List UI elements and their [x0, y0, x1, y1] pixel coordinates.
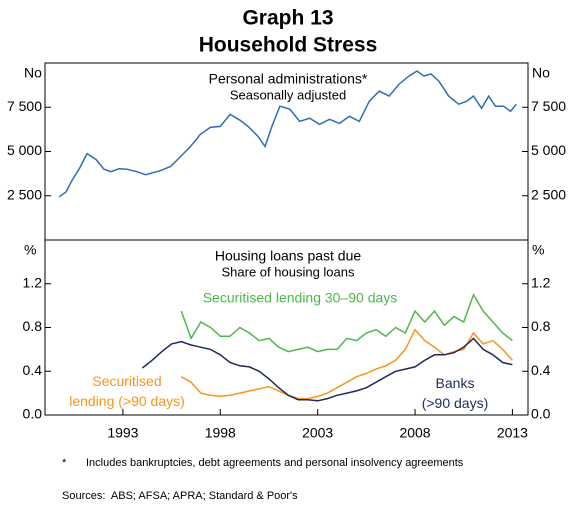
- chart-title: Graph 13: [242, 7, 333, 30]
- series-label: Banks (>90 days): [422, 375, 489, 411]
- panel-title: Housing loans past due: [215, 248, 362, 264]
- plot-frame: [44, 62, 529, 416]
- series-label-line: lending (>90 days): [69, 393, 185, 409]
- y-tick-label: 2 500: [7, 186, 42, 202]
- footnote-marker: *: [62, 457, 67, 469]
- x-tick-label: 2013: [497, 425, 528, 441]
- series-label-line: Banks: [436, 375, 475, 391]
- series-line: [58, 70, 517, 198]
- y-tick-label-right: 1.2: [531, 274, 551, 290]
- sources: Sources: ABS; AFSA; APRA; Standard & Poo…: [62, 490, 298, 502]
- series-line: [141, 337, 513, 402]
- chart: Graph 13 Household Stress Personal admin…: [7, 7, 566, 441]
- series-label: Securitised lending (>90 days): [69, 373, 185, 409]
- chart-subtitle: Household Stress: [199, 34, 378, 57]
- series-label-line: Securitised: [92, 373, 161, 389]
- x-tick-label: 1993: [107, 425, 138, 441]
- y-unit-right: No: [532, 65, 550, 81]
- y-tick-label-right: 0.4: [531, 362, 551, 378]
- y-tick-label-right: 7 500: [531, 98, 566, 114]
- panel-subtitle: Seasonally adjusted: [230, 87, 346, 102]
- y-tick-label: 0.0: [23, 406, 43, 422]
- y-tick-label-right: 0.8: [531, 318, 551, 334]
- y-tick-label: 7 500: [7, 98, 42, 114]
- x-tick-label: 2003: [302, 425, 333, 441]
- y-tick-label-right: 0.0: [531, 406, 551, 422]
- series-line: [180, 292, 513, 353]
- y-tick-label: 0.8: [23, 318, 43, 334]
- y-tick-label-right: 2 500: [531, 186, 566, 202]
- y-unit: No: [24, 65, 42, 81]
- y-unit: %: [24, 242, 36, 258]
- y-tick-label: 5 000: [7, 142, 42, 158]
- y-tick-label: 0.4: [23, 362, 43, 378]
- y-unit-right: %: [532, 242, 544, 258]
- panel-title: Personal administrations*: [209, 71, 368, 87]
- y-tick-label: 1.2: [23, 274, 43, 290]
- x-tick-label: 2008: [399, 425, 430, 441]
- series-label: Securitised lending 30–90 days: [203, 290, 398, 306]
- series-label-line: (>90 days): [422, 395, 489, 411]
- footnote-text: Includes bankruptcies, debt agreements a…: [86, 457, 464, 469]
- y-tick-label-right: 5 000: [531, 142, 566, 158]
- panel-subtitle: Share of housing loans: [222, 264, 355, 279]
- x-tick-label: 1998: [205, 425, 236, 441]
